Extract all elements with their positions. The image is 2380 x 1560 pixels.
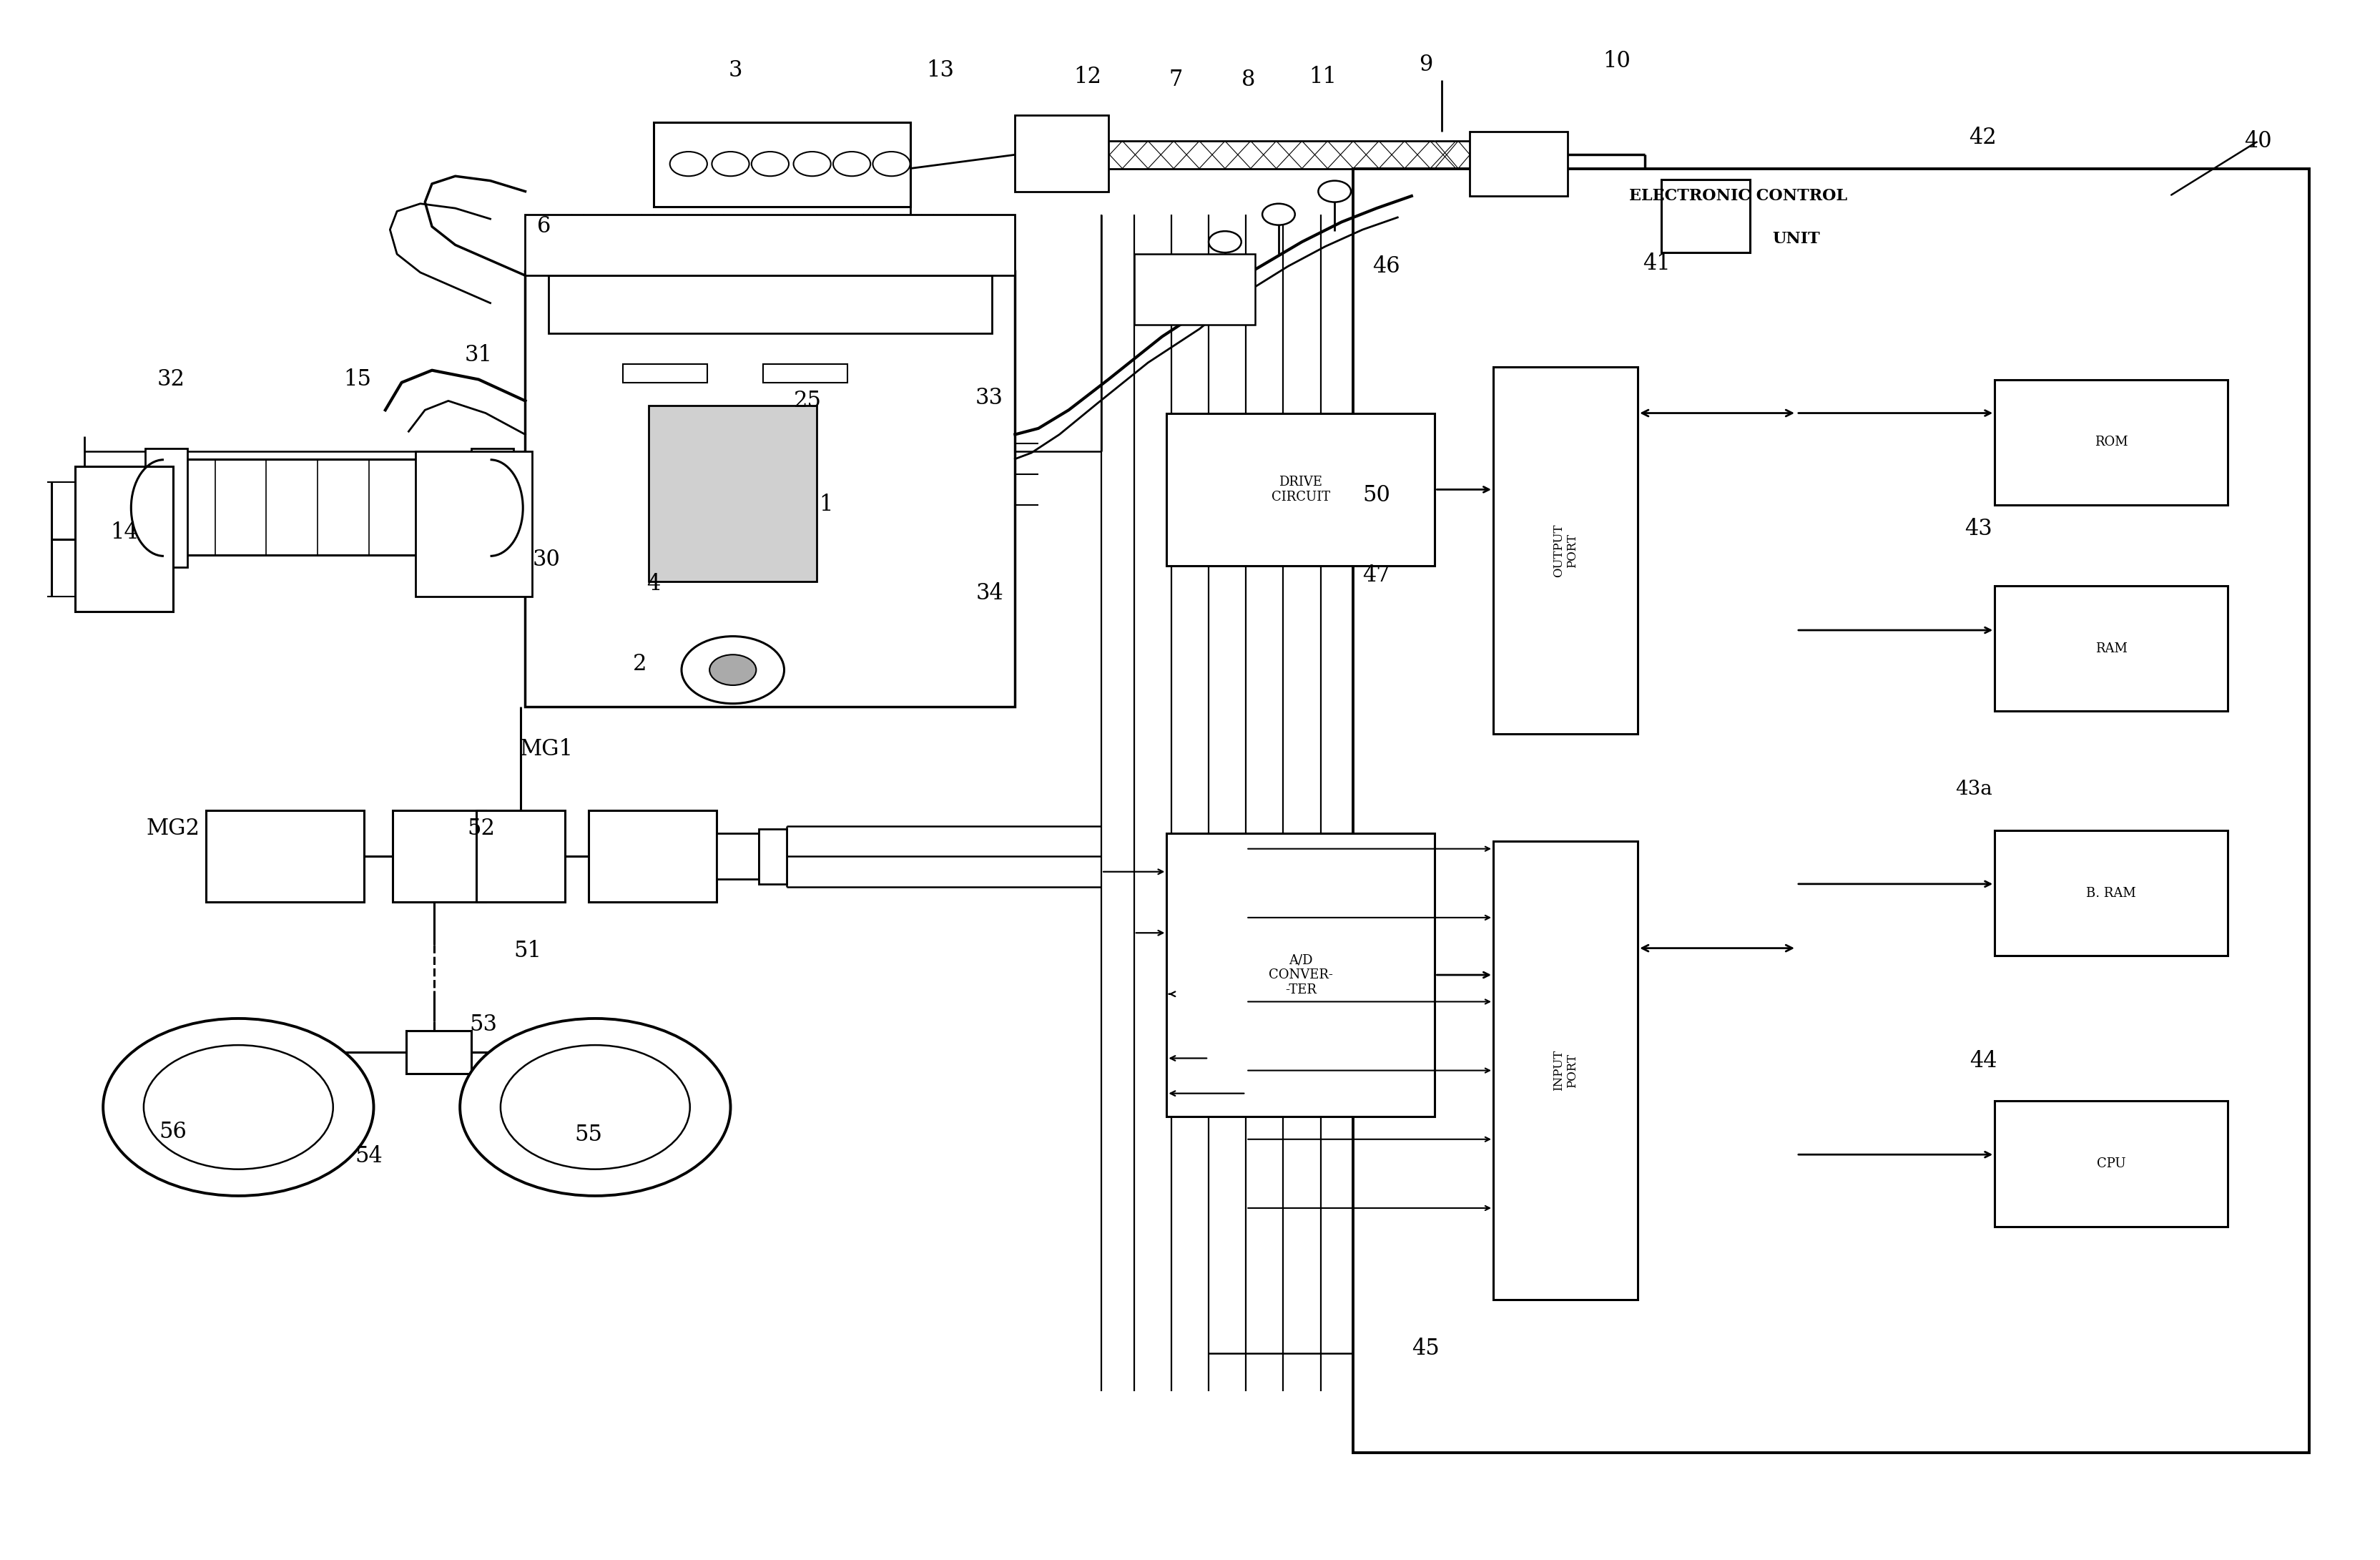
Bar xyxy=(716,833,759,880)
Circle shape xyxy=(1319,181,1352,203)
Circle shape xyxy=(712,151,750,176)
Text: 46: 46 xyxy=(1373,256,1399,278)
Bar xyxy=(588,811,716,902)
Text: 30: 30 xyxy=(533,549,559,571)
Text: 11: 11 xyxy=(1309,66,1338,87)
Circle shape xyxy=(709,655,757,685)
Text: 56: 56 xyxy=(159,1120,188,1143)
Bar xyxy=(1166,833,1435,1117)
Text: 12: 12 xyxy=(1073,66,1102,87)
Text: 31: 31 xyxy=(464,343,493,367)
Text: 3: 3 xyxy=(728,59,743,81)
Text: 7: 7 xyxy=(1169,69,1183,90)
Circle shape xyxy=(459,1019,731,1197)
Bar xyxy=(407,1031,471,1073)
Text: OUTPUT
PORT: OUTPUT PORT xyxy=(1552,524,1578,577)
Bar xyxy=(1994,1101,2228,1226)
Text: 55: 55 xyxy=(574,1123,602,1145)
Text: 10: 10 xyxy=(1602,50,1630,73)
Text: 14: 14 xyxy=(109,521,138,543)
Text: 13: 13 xyxy=(926,59,954,81)
Text: 53: 53 xyxy=(469,1014,497,1036)
Text: 42: 42 xyxy=(1968,126,1997,150)
Bar xyxy=(1492,841,1637,1299)
Text: 33: 33 xyxy=(976,387,1004,409)
Text: 43: 43 xyxy=(1963,518,1992,540)
Bar xyxy=(145,448,188,568)
Text: 1: 1 xyxy=(819,493,833,516)
Circle shape xyxy=(500,1045,690,1170)
Bar xyxy=(1014,115,1109,192)
Bar xyxy=(471,448,514,568)
Bar xyxy=(76,466,174,612)
Text: UNIT: UNIT xyxy=(1773,231,1821,246)
Text: CPU: CPU xyxy=(2097,1158,2125,1170)
Text: 51: 51 xyxy=(514,941,543,963)
Bar xyxy=(1166,413,1435,566)
Text: B. RAM: B. RAM xyxy=(2087,886,2137,900)
Text: 47: 47 xyxy=(1364,565,1390,587)
Text: 44: 44 xyxy=(1968,1050,1997,1072)
Circle shape xyxy=(669,151,707,176)
Text: 45: 45 xyxy=(1411,1337,1440,1360)
Bar xyxy=(1994,379,2228,505)
Text: 34: 34 xyxy=(976,582,1004,605)
Text: 8: 8 xyxy=(1242,69,1254,90)
Bar xyxy=(1492,367,1637,735)
Circle shape xyxy=(102,1019,374,1197)
Circle shape xyxy=(143,1045,333,1170)
Text: MG1: MG1 xyxy=(519,738,574,761)
Text: 15: 15 xyxy=(343,368,371,390)
Bar xyxy=(650,406,816,582)
Text: 41: 41 xyxy=(1642,253,1671,275)
Bar xyxy=(654,123,909,207)
Text: ELECTRONIC CONTROL: ELECTRONIC CONTROL xyxy=(1628,189,1847,204)
Text: 2: 2 xyxy=(633,652,647,675)
Text: DRIVE
CIRCUIT: DRIVE CIRCUIT xyxy=(1271,476,1330,504)
Text: INPUT
PORT: INPUT PORT xyxy=(1552,1050,1578,1090)
Bar xyxy=(1994,830,2228,956)
Text: 43a: 43a xyxy=(1956,780,1992,799)
Circle shape xyxy=(681,636,783,704)
Text: 9: 9 xyxy=(1418,53,1433,75)
Bar xyxy=(1133,254,1254,324)
Circle shape xyxy=(752,151,788,176)
Circle shape xyxy=(1261,204,1295,225)
Circle shape xyxy=(793,151,831,176)
Text: ROM: ROM xyxy=(2094,435,2128,449)
Bar xyxy=(205,811,364,902)
Text: MG2: MG2 xyxy=(145,817,200,839)
Text: 6: 6 xyxy=(538,215,550,237)
Text: 54: 54 xyxy=(355,1145,383,1167)
Text: 50: 50 xyxy=(1364,485,1390,507)
Text: A/D
CONVER-
-TER: A/D CONVER- -TER xyxy=(1269,953,1333,997)
Bar xyxy=(526,214,1014,276)
Bar xyxy=(547,276,992,334)
Text: 25: 25 xyxy=(793,390,821,412)
Circle shape xyxy=(833,151,871,176)
Bar xyxy=(764,363,847,382)
Bar xyxy=(393,811,486,902)
Circle shape xyxy=(873,151,909,176)
Bar xyxy=(1354,168,2309,1452)
Bar xyxy=(1661,179,1749,253)
Text: 4: 4 xyxy=(647,573,659,596)
Bar xyxy=(476,811,564,902)
Text: 32: 32 xyxy=(157,368,186,390)
Bar xyxy=(1994,587,2228,711)
Bar xyxy=(759,828,785,885)
Bar xyxy=(1471,131,1568,197)
Bar xyxy=(416,451,533,596)
Circle shape xyxy=(1209,231,1242,253)
Text: 52: 52 xyxy=(466,817,495,839)
Text: 40: 40 xyxy=(2244,129,2273,151)
Bar xyxy=(526,271,1014,707)
Bar xyxy=(624,363,707,382)
Text: RAM: RAM xyxy=(2094,643,2128,655)
